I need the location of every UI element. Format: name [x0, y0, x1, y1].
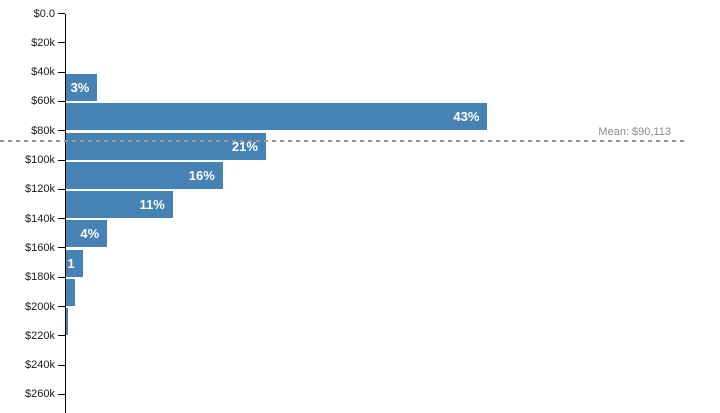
y-axis-tick-label: $240k [25, 359, 55, 372]
histogram-bar: 21% [66, 132, 266, 160]
y-axis-tick-label: $0.0 [33, 7, 55, 20]
bar-value-label: 11% [139, 197, 165, 213]
histogram-bar: 4% [66, 220, 108, 248]
y-axis-tick [57, 130, 65, 132]
histogram-bar: 1 [66, 249, 83, 277]
y-axis-tick-label: $220k [25, 329, 55, 342]
y-axis-tick [57, 13, 65, 14]
bar-value-label: 3% [70, 79, 90, 95]
bar-value-label: 4% [80, 226, 100, 242]
y-axis-tick [57, 306, 65, 307]
y-axis-line [64, 13, 66, 413]
y-axis-tick-label: $140k [25, 212, 55, 225]
y-axis-tick-label: $80k [31, 124, 55, 137]
histogram-bar: 3% [66, 73, 98, 101]
y-axis-tick-label: $40k [31, 66, 55, 79]
y-axis-tick-label: $20k [31, 36, 55, 49]
y-axis-tick [57, 276, 65, 278]
mean-line [0, 140, 684, 142]
y-axis-tick-label: $260k [25, 388, 55, 401]
mean-label: Mean: $90,113 [598, 125, 671, 138]
bar-value-label: 21% [231, 138, 258, 154]
y-axis-tick-label: $120k [25, 183, 55, 196]
y-axis-tick [57, 100, 65, 102]
histogram-bar [66, 308, 69, 336]
y-axis-tick [57, 393, 65, 395]
histogram-bar: 11% [66, 191, 173, 219]
y-axis-tick [57, 71, 65, 73]
y-axis-tick [57, 335, 65, 337]
y-axis-tick [57, 188, 65, 190]
histogram-bar: 16% [66, 161, 223, 189]
y-axis-tick-label: $60k [31, 95, 55, 108]
y-axis-tick-label: $180k [25, 271, 55, 284]
y-axis-tick-label: $200k [25, 300, 55, 313]
y-axis-tick [57, 159, 65, 161]
bar-value-label: 16% [188, 167, 215, 183]
y-axis-tick-label: $160k [25, 241, 55, 254]
y-axis-tick [57, 218, 65, 220]
histogram-bar [66, 279, 75, 306]
bar-value-label: 43% [453, 109, 480, 125]
histogram-bar: 43% [66, 103, 488, 131]
y-axis-tick [57, 247, 65, 249]
y-axis-tick [57, 364, 65, 366]
y-axis-tick [57, 42, 65, 44]
bar-value-label: 1 [67, 255, 75, 271]
y-axis-tick-label: $100k [25, 154, 55, 166]
